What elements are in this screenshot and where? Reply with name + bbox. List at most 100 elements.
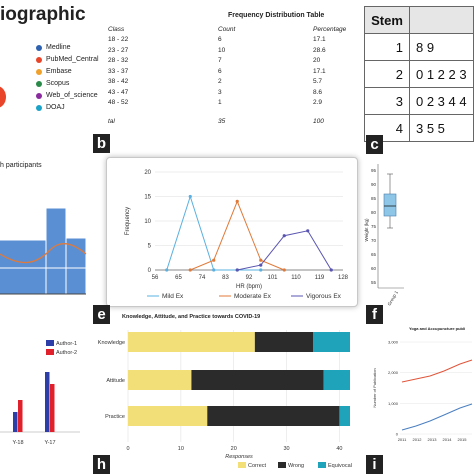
data-point (282, 268, 286, 272)
leaf-cell: 3 5 5 (409, 114, 474, 142)
table-cell: 3 (218, 88, 222, 96)
x-axis-label: Responses (225, 454, 253, 460)
x-tick-label: 30 (284, 446, 290, 452)
table-cell: 8.6 (313, 88, 323, 96)
data-point (188, 268, 192, 272)
panel-letter-e: e (93, 305, 110, 324)
legend-item: Medline (36, 44, 71, 51)
freq-table-title: Frequency Distribution Table (228, 12, 325, 19)
table-cell: 48 - 52 (108, 99, 129, 107)
y-tick-label: Attitude (106, 378, 125, 384)
legend-item: DOAJ (36, 104, 65, 111)
x-axis-label: HR (bpm) (236, 284, 262, 290)
table-cell: 2.9 (313, 99, 323, 107)
panel-letter-h: h (93, 455, 110, 474)
panel-letter-i: i (366, 455, 383, 474)
legend-label: Author-1 (56, 341, 77, 347)
stacked-bar-segment (323, 370, 350, 390)
y-tick-label: 1,000 (388, 401, 399, 406)
data-point (259, 268, 263, 272)
table-header-row: Class Count Percentage (108, 24, 373, 35)
x-tick-label: Y-18 (12, 440, 23, 446)
table-row: 38 - 42 2 5.7 (108, 77, 373, 88)
line-chart-i: Yoga and Accupuncture publi 3,000 2,000 1,0… (372, 326, 473, 442)
x-tick-label: 2013 (428, 437, 438, 442)
stem-header: Stem (364, 6, 410, 34)
x-tick-label: 65 (175, 275, 182, 281)
table-cell: 17.1 (313, 36, 326, 44)
stacked-bar-segment (207, 406, 340, 426)
table-cell: Count (218, 25, 236, 33)
chart-title: Knowledge, Attitude, and Practice toward… (122, 314, 260, 320)
table-cell: 100 (313, 117, 324, 125)
panel-letter-f: f (366, 305, 383, 324)
x-tick-label: 20 (231, 446, 237, 452)
panel-letter-c: c (366, 135, 383, 154)
series-line (190, 200, 285, 271)
y-tick-label: Knowledge (98, 340, 125, 346)
data-point (212, 268, 216, 272)
y-tick-label: 10 (144, 219, 151, 225)
x-tick-label: 74 (199, 275, 206, 281)
x-tick-label: 110 (291, 275, 301, 281)
x-tick-label: 0 (126, 446, 129, 452)
legend-dot-icon (36, 68, 42, 75)
table-cell: Percentage (313, 25, 347, 33)
y-tick-label: 95 (371, 168, 377, 173)
table-cell: tal (108, 117, 115, 125)
legend-item: Web_of_science (36, 92, 98, 99)
stem-cell: 1 (364, 33, 410, 61)
x-tick-label: 2011 (398, 437, 407, 442)
table-cell: 5.7 (313, 78, 323, 86)
panel-e: 0 5 10 15 20 56 65 74 83 92 101 110 119 128 HR (bpm) Fr… (106, 157, 358, 307)
x-tick-label: 2014 (443, 437, 453, 442)
table-cell: 18 - 22 (108, 36, 129, 44)
y-tick-label: 65 (371, 252, 377, 257)
stacked-bar-segment (128, 332, 255, 352)
table-row: 48 - 52 1 2.9 (108, 98, 373, 109)
data-point (235, 199, 239, 203)
bar (13, 412, 18, 432)
legend-swatch (46, 349, 54, 355)
legend-dot-icon (36, 104, 42, 111)
stacked-bar-segment (128, 406, 208, 426)
bar (50, 384, 55, 432)
y-tick-label: 75 (371, 224, 377, 229)
y-tick-label: 60 (371, 266, 377, 271)
data-point (235, 268, 239, 272)
legend-swatch (46, 340, 54, 346)
series-line (401, 403, 473, 431)
legend-label: Author-2 (56, 350, 77, 356)
y-axis-label: Weight (kg) (364, 218, 369, 241)
x-tick-label: 83 (222, 275, 229, 281)
legend-label: Medline (46, 44, 71, 51)
stacked-bar-segment (313, 332, 350, 352)
y-tick-label: 80 (371, 210, 377, 215)
y-tick-label: 55 (371, 280, 377, 285)
table-cell: 23 - 27 (108, 46, 129, 54)
stacked-bar-segment (128, 370, 192, 390)
bar (45, 372, 50, 432)
x-tick-label: 10 (178, 446, 184, 452)
freq-table: Class Count Percentage 18 - 22 6 17.1 23 - 27 1… (108, 24, 373, 127)
x-tick-label: 2015 (458, 437, 468, 442)
legend-swatch (238, 462, 246, 468)
stacked-bar-chart-h: Knowledge, Attitude, and Practice toward… (98, 314, 352, 469)
stacked-bar-segment (339, 406, 350, 426)
y-tick-label: 70 (371, 238, 377, 243)
series-line (401, 359, 473, 383)
table-cell: 17.1 (313, 67, 326, 75)
x-tick-label: 119 (315, 275, 325, 281)
x-tick-label: 92 (246, 275, 253, 281)
bar-chart-g: Author-1 Author-2 Y-18 Y-17 (0, 340, 80, 446)
y-tick-label: Practice (105, 414, 125, 420)
y-tick-label: 0 (148, 268, 152, 274)
data-point (165, 268, 169, 272)
y-tick-label: 15 (144, 195, 151, 201)
stacked-bar-segment (191, 370, 324, 390)
legend-swatch (318, 462, 326, 468)
legend-label: Scopus (46, 80, 70, 87)
data-point (329, 268, 333, 272)
